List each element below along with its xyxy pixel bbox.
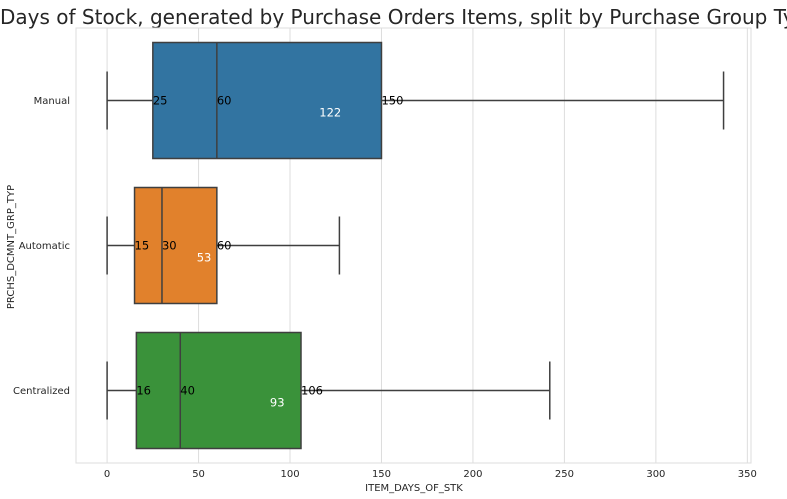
label-median: 30 (162, 239, 177, 253)
y-tick-label: Centralized (13, 386, 70, 397)
box-iqr (133, 186, 218, 305)
x-tick-label: 0 (104, 469, 110, 480)
label-q1: 16 (136, 384, 151, 398)
box-centralized (106, 331, 551, 450)
y-axis-label: PRCHS_DCMNT_GRP_TYP (6, 185, 17, 309)
box-plot-series (106, 41, 725, 450)
label-mean: 93 (270, 396, 285, 410)
box-iqr (135, 331, 302, 450)
y-tick-label: Automatic (19, 241, 70, 252)
label-mean: 122 (319, 106, 341, 120)
value-annotations: 25 60 150 122 15 30 60 53 16 40 106 93 (135, 94, 404, 410)
x-tick-label: 300 (646, 469, 665, 480)
x-tick-label: 50 (192, 469, 205, 480)
y-tick-label: Manual (34, 96, 70, 107)
label-mean: 53 (197, 251, 212, 265)
box-automatic (106, 186, 341, 305)
label-q3: 106 (301, 384, 323, 398)
label-median: 60 (217, 94, 232, 108)
x-tick-label: 100 (280, 469, 299, 480)
label-q1: 15 (135, 239, 150, 253)
x-tick-label: 200 (463, 469, 482, 480)
box-iqr (152, 41, 383, 160)
x-tick-label: 150 (372, 469, 391, 480)
label-q3: 150 (381, 94, 403, 108)
x-tick-label: 350 (738, 469, 757, 480)
plot-frame (75, 27, 752, 464)
label-q3: 60 (217, 239, 232, 253)
x-tick-label: 250 (555, 469, 574, 480)
label-q1: 25 (153, 94, 168, 108)
x-axis-label: ITEM_DAYS_OF_STK (365, 483, 463, 494)
label-median: 40 (180, 384, 195, 398)
axes: 0 50 100 150 200 250 300 350 Manual Automatic Cent… (13, 27, 757, 480)
chart-title: Days of Stock, generated by Purchase Ord… (0, 5, 787, 29)
box-manual (106, 41, 725, 160)
